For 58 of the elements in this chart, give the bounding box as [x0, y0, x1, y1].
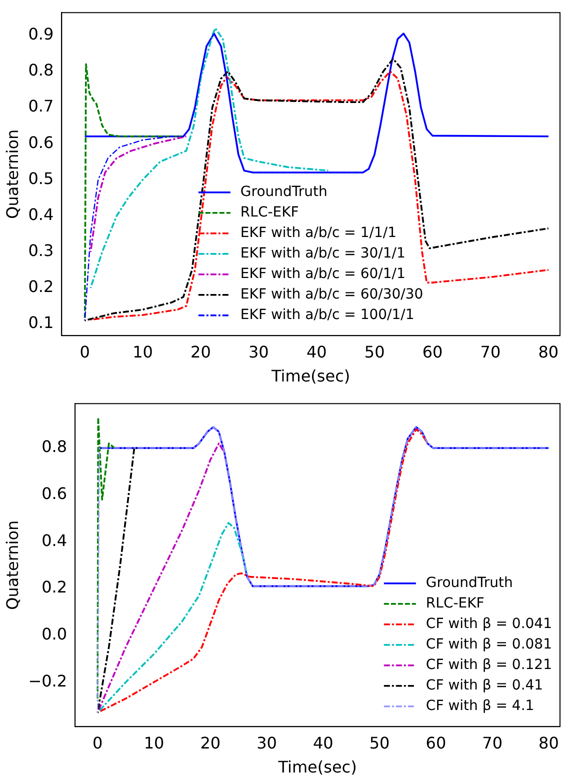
line-series [96, 442, 226, 714]
y-tick-label: 0.3 [28, 241, 54, 260]
line-series [97, 426, 550, 714]
x-tick-label: 10 [132, 342, 153, 362]
x-tick-label: 10 [144, 733, 164, 752]
legend-label: CF with β = 4.1 [426, 698, 534, 714]
x-tick-label: 30 [248, 342, 269, 362]
y-tick-label: 0.6 [28, 132, 54, 152]
x-tick-label: 70 [480, 342, 501, 362]
x-tick-label: 20 [200, 733, 221, 752]
line-series [96, 428, 428, 714]
legend-label: GroundTruth [426, 574, 513, 591]
legend-label: EKF with a/b/c = 1/1/1 [240, 224, 397, 241]
x-tick-label: 20 [190, 342, 211, 362]
x-tick-label: 0 [80, 342, 90, 362]
x-tick-label: 60 [422, 342, 443, 362]
y-axis-title: Quaternion [2, 520, 22, 610]
legend-label: EKF with a/b/c = 100/1/1 [240, 306, 414, 323]
x-tick-label: 80 [538, 342, 559, 362]
x-tick-label: 40 [306, 342, 327, 362]
x-tick-label: 60 [426, 733, 446, 752]
y-tick-label: 0.4 [28, 204, 54, 224]
x-tick-label: 70 [482, 733, 503, 752]
y-tick-label: 0.4 [42, 530, 68, 550]
legend-label: CF with β = 0.41 [426, 677, 544, 694]
x-axis-title: Time(sec) [277, 758, 357, 777]
line-series [90, 135, 188, 253]
legend-label: EKF with a/b/c = 60/1/1 [240, 266, 406, 282]
legend-label: RLC-EKF [426, 595, 484, 612]
y-tick-label: 0.1 [28, 313, 54, 332]
line-series [96, 416, 116, 702]
y-tick-label: 0.5 [28, 168, 54, 188]
x-tick-label: 80 [538, 733, 559, 752]
x-tick-label: 50 [369, 733, 390, 752]
y-tick-label: 0.8 [28, 60, 54, 80]
y-tick-label: 0.8 [42, 437, 68, 456]
legend-label: EKF with a/b/c = 60/30/30 [240, 286, 424, 302]
legend-label: CF with β = 0.041 [426, 616, 552, 632]
legend-label: RLC-EKF [240, 204, 299, 220]
x-tick-label: 30 [256, 733, 277, 752]
legend-label: EKF with a/b/c = 30/1/1 [240, 245, 406, 262]
legend-label: CF with β = 0.121 [426, 656, 552, 673]
x-tick-label: 0 [92, 733, 103, 752]
legend-label: CF with β = 0.081 [426, 636, 552, 652]
legend-label: GroundTruth [240, 184, 328, 200]
y-tick-label: −0.2 [28, 671, 68, 690]
line-series [96, 447, 138, 714]
y-tick-label: 0.6 [42, 484, 68, 504]
x-tick-label: 50 [364, 342, 385, 362]
x-axis-title: Time(sec) [270, 366, 350, 386]
y-tick-label: 0.2 [42, 578, 68, 597]
y-tick-label: 0.2 [28, 277, 54, 296]
y-axis-title: Quaternion [2, 129, 22, 219]
x-tick-label: 40 [312, 733, 334, 752]
y-tick-label: 0.7 [28, 96, 54, 116]
y-tick-label: 0.9 [28, 24, 54, 44]
line-series [96, 522, 248, 714]
y-tick-label: 0.0 [42, 624, 68, 644]
